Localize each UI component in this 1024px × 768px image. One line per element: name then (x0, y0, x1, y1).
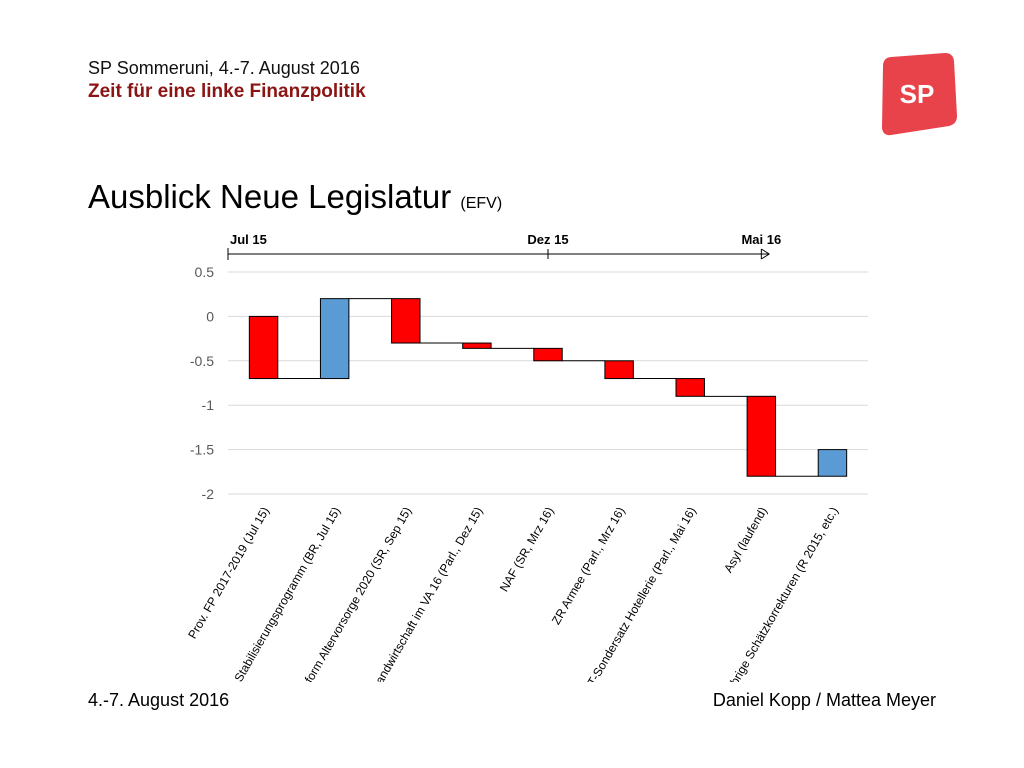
x-category-label: NAF (SR, Mrz 16) (497, 505, 557, 595)
x-category-label: Prov. FP 2017-2019 (Jul 15) (185, 505, 272, 642)
waterfall-bar (319, 298, 350, 380)
y-tick-label: 0 (206, 308, 214, 324)
waterfall-bar (533, 347, 563, 362)
footer-date: 4.-7. August 2016 (88, 690, 230, 710)
slide-title: Ausblick Neue Legislatur (EFV) (88, 178, 502, 216)
waterfall-bar (248, 315, 279, 380)
slide-title-suffix: (EFV) (460, 195, 503, 212)
timeline-arrowhead (761, 248, 770, 260)
waterfall-bar (391, 298, 421, 344)
sp-logo-text: SP (900, 79, 935, 109)
x-category-label: MWST-Sondersatz Hotellerie (Parl., Mai 1… (570, 505, 699, 683)
y-tick-label: -0.5 (190, 353, 214, 369)
slide-title-main: Ausblick Neue Legislatur (88, 178, 452, 215)
waterfall-bar (817, 449, 848, 477)
y-tick-label: -1 (202, 397, 215, 413)
sp-party-logo-icon: SP (882, 53, 957, 136)
x-category-label: Übrige Schätzkorrekturen (R 2015, etc.) (723, 504, 841, 682)
waterfall-bar (675, 378, 705, 397)
waterfall-bar (604, 360, 634, 380)
y-tick-label: -2 (202, 486, 215, 502)
x-category-label: ZR Armee (Parl., Mrz 16) (549, 504, 628, 626)
waterfall-bar (462, 342, 492, 349)
waterfall-bar (746, 395, 777, 477)
waterfall-chart: 0.5 0 -0.5 -1 -1.5 -2 Jul 15 Dez 15 Mai 16 Prov. … (185, 232, 868, 683)
timeline-marker-label: Dez 15 (527, 232, 568, 247)
footer-authors: Daniel Kopp / Mattea Meyer (712, 690, 936, 710)
header-subtitle: Zeit für eine linke Finanzpolitik (88, 81, 366, 102)
y-tick-label: 0.5 (195, 264, 215, 280)
timeline-marker-label: Mai 16 (741, 232, 781, 247)
header-event: SP Sommeruni, 4.-7. August 2016 (88, 58, 360, 78)
x-category-label: Asyl (laufend) (721, 505, 770, 576)
y-tick-label: -1.5 (190, 442, 214, 458)
timeline-marker-label: Jul 15 (230, 232, 267, 247)
